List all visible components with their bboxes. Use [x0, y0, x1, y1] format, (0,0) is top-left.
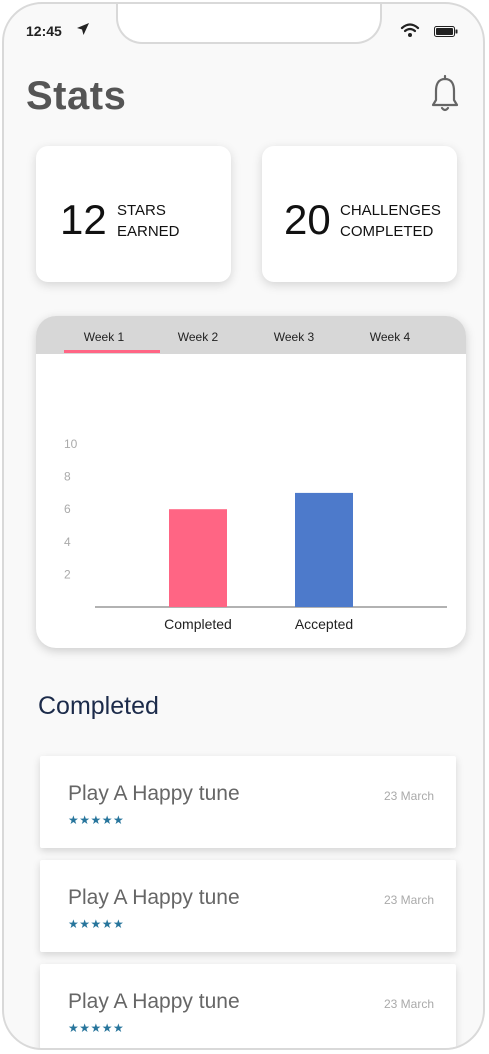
challenges-count: 20 [284, 196, 331, 243]
completed-section-title: Completed [38, 692, 159, 720]
challenges-label-line2: COMPLETED [340, 223, 434, 240]
page-title: Stats [26, 74, 127, 118]
tab-week-2[interactable]: Week 2 [177, 330, 219, 344]
status-time: 12:45 [26, 23, 62, 39]
star-rating: ★★★★★ [68, 1021, 125, 1035]
stars-label-line1: STARS [117, 202, 166, 219]
tab-week-4[interactable]: Week 4 [369, 330, 411, 344]
active-tab-indicator [64, 350, 160, 353]
star-rating: ★★★★★ [68, 917, 125, 931]
x-tick-label: Completed [164, 616, 232, 632]
wifi-icon [400, 23, 420, 37]
bar-completed [169, 509, 227, 607]
notch [116, 4, 382, 44]
bar-chart: 2 4 6 8 10 Completed Accepted [64, 437, 447, 632]
item-date: 23 March [383, 893, 434, 907]
stars-label: STARS EARNED [117, 200, 180, 242]
tab-week-3[interactable]: Week 3 [273, 330, 315, 344]
y-tick-label: 10 [64, 437, 78, 451]
y-tick-label: 4 [64, 535, 71, 549]
tab-week-1[interactable]: Week 1 [83, 330, 125, 344]
stars-label-line2: EARNED [117, 223, 180, 240]
bell-icon[interactable] [428, 74, 462, 114]
x-tick-label: Accepted [295, 616, 353, 632]
item-title: Play A Happy tune [68, 782, 240, 805]
y-tick-label: 6 [64, 502, 71, 516]
item-title: Play A Happy tune [68, 990, 240, 1013]
completed-item[interactable]: Play A Happy tune ★★★★★ 23 March [40, 860, 456, 952]
week-tabbar: Week 1 Week 2 Week 3 Week 4 [36, 316, 466, 354]
completed-item[interactable]: Play A Happy tune ★★★★★ 23 March [40, 964, 456, 1048]
battery-icon [434, 26, 458, 37]
challenges-label: CHALLENGES COMPLETED [340, 200, 441, 242]
stars-count: 12 [60, 196, 107, 243]
y-tick-label: 8 [64, 470, 71, 484]
location-arrow-icon [77, 23, 89, 35]
challenges-completed-card: 20 CHALLENGES COMPLETED [262, 146, 457, 282]
stars-earned-card: 12 STARS EARNED [36, 146, 231, 282]
challenges-label-line1: CHALLENGES [340, 202, 441, 219]
bar-accepted [295, 492, 353, 607]
star-rating: ★★★★★ [68, 813, 125, 827]
completed-item[interactable]: Play A Happy tune ★★★★★ 23 March [40, 756, 456, 848]
weekly-chart-card: Week 1 Week 2 Week 3 Week 4 2 4 6 8 10 Comple… [36, 316, 466, 648]
item-title: Play A Happy tune [68, 886, 240, 909]
y-tick-label: 2 [64, 567, 71, 581]
item-date: 23 March [383, 997, 434, 1011]
item-date: 23 March [383, 789, 434, 803]
